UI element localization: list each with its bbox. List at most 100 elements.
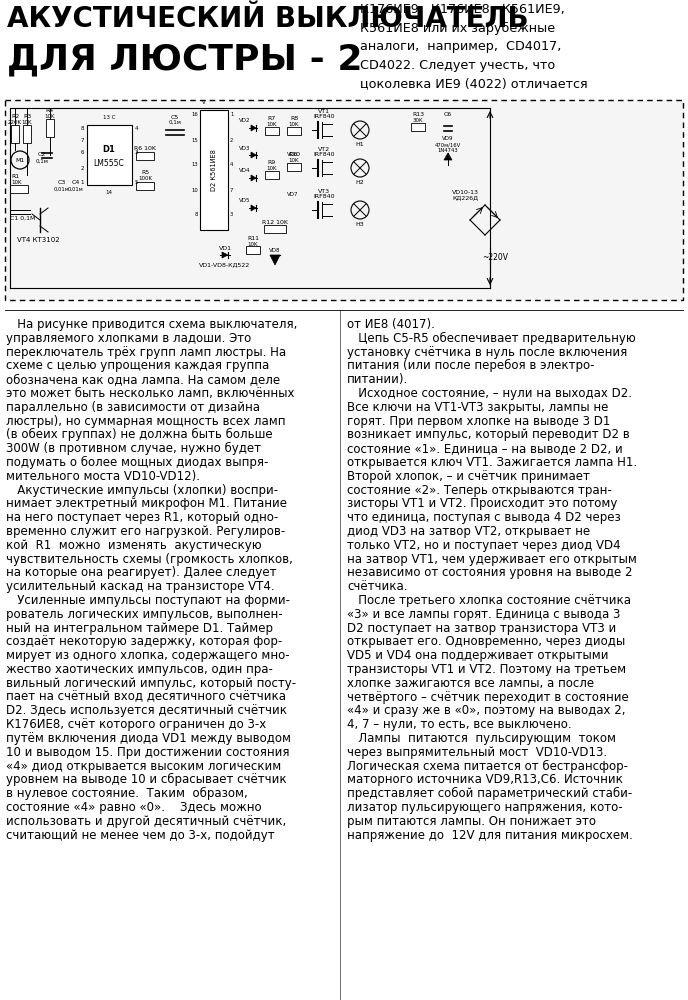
Text: параллельно (в зависимости от дизайна: параллельно (в зависимости от дизайна bbox=[6, 401, 260, 414]
Text: рователь логических импульсов, выполнен-: рователь логических импульсов, выполнен- bbox=[6, 608, 283, 621]
Text: открывается ключ VT1. Зажигается лампа Н1.: открывается ключ VT1. Зажигается лампа Н… bbox=[347, 456, 637, 469]
Text: R12 10K: R12 10K bbox=[262, 220, 288, 225]
Text: хлопке зажигаются все лампы, а после: хлопке зажигаются все лампы, а после bbox=[347, 677, 594, 690]
Text: 3: 3 bbox=[230, 213, 233, 218]
Text: диод VD3 на затвор VT2, открывает не: диод VD3 на затвор VT2, открывает не bbox=[347, 525, 590, 538]
Text: 5: 5 bbox=[135, 180, 138, 184]
Text: маторного источника VD9,R13,С6. Источник: маторного источника VD9,R13,С6. Источник bbox=[347, 773, 623, 786]
Text: 10K: 10K bbox=[248, 241, 258, 246]
Text: VD10-13
КД226Д: VD10-13 КД226Д bbox=[451, 190, 478, 200]
Text: Акустические импульсы (хлопки) воспри-: Акустические импульсы (хлопки) воспри- bbox=[6, 484, 278, 497]
Bar bbox=[265, 127, 279, 135]
Text: VD2: VD2 bbox=[239, 118, 250, 123]
Text: что единица, поступая с вывода 4 D2 через: что единица, поступая с вывода 4 D2 чере… bbox=[347, 511, 621, 524]
Bar bbox=[136, 182, 154, 190]
Text: 6: 6 bbox=[80, 150, 84, 155]
Text: только VT2, но и поступает через диод VD4: только VT2, но и поступает через диод VD… bbox=[347, 539, 621, 552]
Text: «4» и сразу же в «0», поэтому на выводах 2,: «4» и сразу же в «0», поэтому на выводах… bbox=[347, 704, 625, 717]
Text: 10 и выводом 15. При достижении состояния: 10 и выводом 15. При достижении состояни… bbox=[6, 746, 290, 759]
Text: 0,01м: 0,01м bbox=[54, 186, 70, 192]
Polygon shape bbox=[222, 252, 228, 258]
Text: 10K: 10K bbox=[267, 166, 277, 172]
Text: 14: 14 bbox=[105, 190, 113, 195]
Text: «3» и все лампы горят. Единица с вывода 3: «3» и все лампы горят. Единица с вывода … bbox=[347, 608, 621, 621]
Bar bbox=[87, 125, 132, 185]
Text: VD7: VD7 bbox=[288, 192, 299, 198]
Text: на которые она реагирует). Далее следует: на которые она реагирует). Далее следует bbox=[6, 566, 277, 579]
Bar bbox=[246, 246, 260, 254]
Text: 300W (в противном случае, нужно будет: 300W (в противном случае, нужно будет bbox=[6, 442, 261, 455]
Text: на него поступает через R1, который одно-: на него поступает через R1, который одно… bbox=[6, 511, 278, 524]
Text: Второй хлопок, – и счётчик принимает: Второй хлопок, – и счётчик принимает bbox=[347, 470, 590, 483]
Text: 8: 8 bbox=[80, 125, 84, 130]
Text: 3: 3 bbox=[135, 150, 138, 155]
Text: 15: 15 bbox=[191, 137, 198, 142]
Polygon shape bbox=[270, 255, 280, 265]
Text: цоколевка ИЕ9 (4022) отличается: цоколевка ИЕ9 (4022) отличается bbox=[360, 77, 588, 90]
Text: VD1: VD1 bbox=[219, 245, 231, 250]
Text: R4: R4 bbox=[46, 108, 54, 113]
Text: подумать о более мощных диодах выпря-: подумать о более мощных диодах выпря- bbox=[6, 456, 268, 469]
Bar bbox=[287, 127, 301, 135]
Text: D1: D1 bbox=[103, 145, 116, 154]
Text: открывает его. Одновременно, через диоды: открывает его. Одновременно, через диоды bbox=[347, 635, 625, 648]
Text: 10K: 10K bbox=[289, 158, 299, 163]
Text: аналоги,  например,  CD4017,: аналоги, например, CD4017, bbox=[360, 40, 561, 53]
Text: путём включения диода VD1 между выводом: путём включения диода VD1 между выводом bbox=[6, 732, 291, 745]
Text: 470м/16V: 470м/16V bbox=[435, 142, 461, 147]
Text: питании).: питании). bbox=[347, 373, 408, 386]
Text: К561ИЕ8 или их зарубежные: К561ИЕ8 или их зарубежные bbox=[360, 21, 555, 35]
Text: VD3: VD3 bbox=[239, 145, 250, 150]
Text: VT2
IRF840: VT2 IRF840 bbox=[313, 147, 335, 157]
Text: VD9: VD9 bbox=[442, 136, 454, 141]
Text: через выпрямительный мост  VD10-VD13.: через выпрямительный мост VD10-VD13. bbox=[347, 746, 607, 759]
Text: 7: 7 bbox=[80, 137, 84, 142]
Text: R13: R13 bbox=[412, 111, 424, 116]
Text: C3: C3 bbox=[58, 180, 66, 186]
Text: На рисунке приводится схема выключателя,: На рисунке приводится схема выключателя, bbox=[6, 318, 297, 331]
Text: VD6: VD6 bbox=[288, 152, 299, 157]
Text: 10K: 10K bbox=[289, 122, 299, 127]
Text: D2. Здесь используется десятичный счётчик: D2. Здесь используется десятичный счётчи… bbox=[6, 704, 287, 717]
Text: (в обеих группах) не должна быть больше: (в обеих группах) не должна быть больше bbox=[6, 428, 272, 441]
Text: 0,01м: 0,01м bbox=[68, 186, 84, 192]
Text: чувствительность схемы (громкость хлопков,: чувствительность схемы (громкость хлопко… bbox=[6, 553, 293, 566]
Text: 1N4743: 1N4743 bbox=[438, 148, 458, 153]
Text: R6 10K: R6 10K bbox=[134, 145, 156, 150]
Polygon shape bbox=[251, 125, 256, 131]
Text: зисторы VT1 и VT2. Происходит это потому: зисторы VT1 и VT2. Происходит это потому bbox=[347, 497, 617, 510]
Text: R10: R10 bbox=[288, 152, 300, 157]
Text: 0,1м: 0,1м bbox=[36, 158, 48, 163]
Text: 1: 1 bbox=[80, 180, 84, 184]
Text: 10K: 10K bbox=[11, 180, 21, 184]
Text: это может быть несколько ламп, включённых: это может быть несколько ламп, включённы… bbox=[6, 387, 294, 400]
Text: VD5 и VD4 она поддерживает открытыми: VD5 и VD4 она поддерживает открытыми bbox=[347, 649, 608, 662]
Bar bbox=[23, 125, 31, 143]
Polygon shape bbox=[251, 175, 256, 181]
Text: счётчика.: счётчика. bbox=[347, 580, 407, 593]
Polygon shape bbox=[251, 152, 256, 158]
Text: 10K: 10K bbox=[22, 119, 32, 124]
Text: уровнем на выводе 10 и сбрасывает счётчик: уровнем на выводе 10 и сбрасывает счётчи… bbox=[6, 773, 287, 786]
Text: 10K: 10K bbox=[267, 122, 277, 127]
Text: мительного моста VD10-VD12).: мительного моста VD10-VD12). bbox=[6, 470, 200, 483]
Text: После третьего хлопка состояние счётчика: После третьего хлопка состояние счётчика bbox=[347, 594, 631, 607]
Text: R11: R11 bbox=[247, 235, 259, 240]
Text: 4, 7 – нули, то есть, все выключено.: 4, 7 – нули, то есть, все выключено. bbox=[347, 718, 572, 731]
Bar bbox=[265, 171, 279, 179]
Text: LM555C: LM555C bbox=[94, 158, 125, 167]
Text: 16: 16 bbox=[191, 112, 198, 117]
Bar bbox=[411, 123, 425, 131]
Polygon shape bbox=[444, 153, 452, 160]
Text: Исходное состояние, – нули на выходах D2.: Исходное состояние, – нули на выходах D2… bbox=[347, 387, 632, 400]
Text: нимает электретный микрофон М1. Питание: нимает электретный микрофон М1. Питание bbox=[6, 497, 287, 510]
Text: M1: M1 bbox=[15, 157, 25, 162]
Text: 2: 2 bbox=[230, 137, 233, 142]
Text: R3: R3 bbox=[23, 113, 31, 118]
Text: H1: H1 bbox=[356, 141, 365, 146]
Text: VD5: VD5 bbox=[239, 198, 250, 204]
Text: R9: R9 bbox=[268, 160, 276, 165]
Text: переключатель трёх групп ламп люстры. На: переключатель трёх групп ламп люстры. На bbox=[6, 346, 286, 359]
Text: временно служит его нагрузкой. Регулиров-: временно служит его нагрузкой. Регулиров… bbox=[6, 525, 286, 538]
Text: CD4022. Следует учесть, что: CD4022. Следует учесть, что bbox=[360, 58, 555, 72]
